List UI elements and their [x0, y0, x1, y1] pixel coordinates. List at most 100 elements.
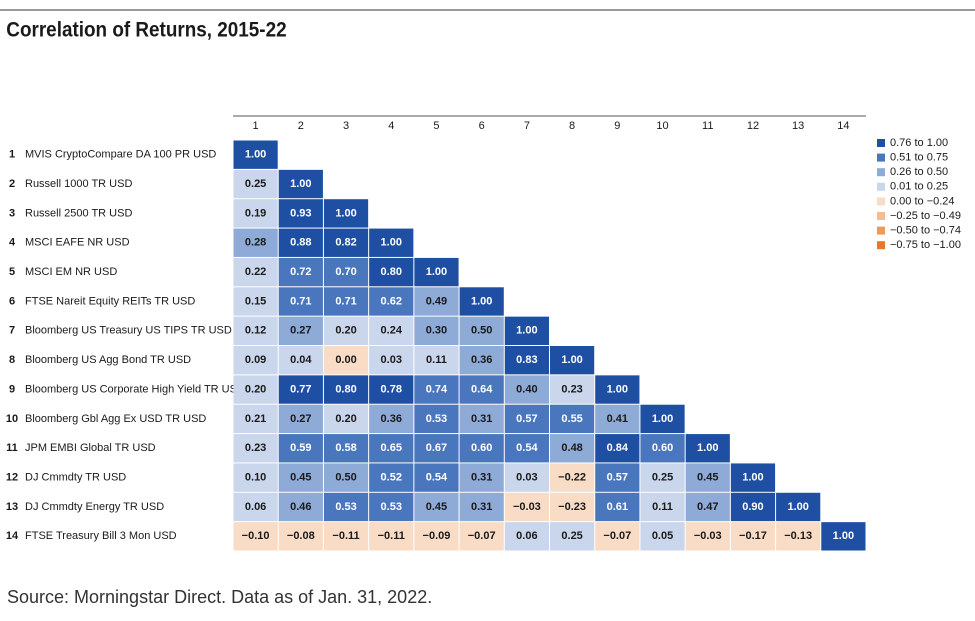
cell-label: 0.52: [381, 472, 402, 484]
cell-label: 0.78: [381, 383, 402, 395]
heatmap-cell: [278, 199, 323, 228]
row-number: 5: [9, 266, 15, 278]
heatmap-cell: [414, 463, 459, 492]
heatmap-cell: [550, 375, 595, 404]
cell-label: 1.00: [607, 383, 628, 395]
cell-label: 0.06: [516, 530, 537, 542]
column-label: 10: [656, 120, 668, 132]
cell-label: 0.19: [245, 207, 266, 219]
legend-label: 0.00 to −0.24: [890, 195, 955, 207]
heatmap-cell: [414, 375, 459, 404]
heatmap-cell: [776, 492, 821, 522]
heatmap-cell: [595, 463, 640, 492]
heatmap-cell: [233, 140, 278, 169]
heatmap-cell: [459, 463, 504, 492]
cell-label: 1.00: [652, 413, 673, 425]
cell-label: 1.00: [833, 530, 854, 542]
legend-swatch: [877, 139, 885, 147]
heatmap-cell: [278, 463, 323, 492]
cell-label: 1.00: [471, 295, 492, 307]
cell-label: 0.24: [381, 325, 403, 337]
heatmap-cell: [233, 287, 278, 316]
cell-label: 0.58: [335, 442, 356, 454]
row-label: MVIS CryptoCompare DA 100 PR USD: [25, 149, 216, 161]
heatmap-cell: [504, 492, 549, 522]
legend-label: 0.26 to 0.50: [890, 166, 948, 178]
cell-label: 0.57: [516, 413, 537, 425]
heatmap-cell: [459, 434, 504, 463]
cell-label: 0.88: [290, 237, 311, 249]
cell-label: 0.53: [426, 413, 447, 425]
cell-label: 0.50: [335, 472, 356, 484]
row-number: 1: [9, 149, 15, 161]
legend-swatch: [877, 197, 885, 206]
column-label: 2: [298, 120, 304, 132]
heatmap-cell: [640, 434, 685, 463]
heatmap-cell: [323, 463, 369, 492]
cell-label: 0.50: [471, 325, 492, 337]
cell-label: 0.05: [652, 530, 673, 542]
cell-label: −0.07: [468, 530, 496, 542]
heatmap-cell: [459, 522, 504, 551]
heatmap-cell: [685, 522, 730, 551]
heatmap-cell: [233, 228, 278, 257]
cell-label: 0.77: [290, 383, 311, 395]
row-number: 2: [9, 178, 15, 190]
cell-label: −0.10: [242, 530, 270, 542]
heatmap-cell: [369, 346, 414, 375]
heatmap-cell: [504, 434, 549, 463]
legend-label: 0.51 to 0.75: [890, 152, 948, 164]
heatmap-cell: [595, 522, 640, 551]
row-number: 11: [6, 442, 18, 454]
row-label: Bloomberg US Agg Bond TR USD: [25, 354, 191, 366]
cell-label: −0.23: [558, 501, 586, 513]
heatmap-cell: [595, 492, 640, 522]
cell-label: 0.28: [245, 237, 266, 249]
cell-label: 0.21: [245, 413, 266, 425]
column-label: 9: [614, 120, 620, 132]
row-label: FTSE Nareit Equity REITs TR USD: [25, 295, 195, 307]
heatmap-cell: [233, 492, 278, 522]
heatmap-cell: [414, 522, 459, 551]
heatmap-cell: [504, 404, 549, 434]
cell-label: 0.71: [290, 295, 311, 307]
heatmap-cell: [640, 404, 685, 434]
row-label: DJ Cmmdty Energy TR USD: [25, 501, 164, 513]
legend-swatch: [877, 168, 885, 177]
heatmap-cell: [323, 522, 369, 551]
heatmap-cell: [323, 257, 369, 287]
heatmap-cell: [550, 463, 595, 492]
cell-label: 0.90: [742, 501, 763, 513]
column-label: 14: [837, 120, 849, 132]
legend-swatch: [877, 226, 885, 235]
heatmap-cell: [278, 316, 323, 345]
heatmap-cell: [414, 316, 459, 345]
cell-label: 0.45: [426, 501, 447, 513]
heatmap-cell: [323, 492, 369, 522]
row-label: Bloomberg US Corporate High Yield TR USD: [25, 383, 245, 395]
heatmap-cell: [369, 522, 414, 551]
heatmap-cell: [459, 404, 504, 434]
legend-swatch: [877, 153, 885, 162]
legend-label: 0.01 to 0.25: [890, 181, 948, 193]
cell-label: 0.41: [607, 413, 628, 425]
cell-label: 0.53: [335, 501, 356, 513]
cell-label: 0.06: [245, 501, 266, 513]
heatmap-cell: [323, 404, 369, 434]
row-label: Bloomberg US Treasury US TIPS TR USD: [25, 325, 232, 337]
cell-label: 0.60: [652, 442, 673, 454]
column-label: 8: [569, 120, 575, 132]
cell-label: 1.00: [426, 266, 447, 278]
chart-title: Correlation of Returns, 2015-22: [6, 19, 286, 42]
cell-label: 0.27: [290, 413, 311, 425]
cell-label: 0.15: [245, 295, 266, 307]
heatmap-cell: [323, 287, 369, 316]
heatmap-cell: [414, 257, 459, 287]
row-number: 12: [6, 472, 18, 484]
heatmap-cell: [278, 228, 323, 257]
row-label: FTSE Treasury Bill 3 Mon USD: [25, 530, 177, 542]
heatmap-cell: [595, 434, 640, 463]
row-number: 9: [9, 383, 15, 395]
cell-label: 0.25: [245, 178, 266, 190]
cell-label: 0.49: [426, 295, 447, 307]
